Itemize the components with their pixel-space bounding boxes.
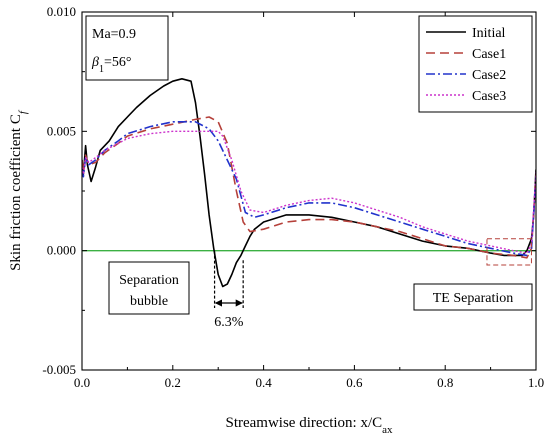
x-tick-label: 1.0: [528, 375, 544, 390]
y-tick-label: 0.010: [47, 4, 76, 19]
conditions-box: Ma=0.9 β1=56°: [85, 15, 169, 81]
mach-label: Ma=0.9: [92, 27, 136, 42]
series-layer: [82, 78, 536, 288]
y-axis-title-subscript: f: [17, 109, 29, 114]
te-separation-frame: [413, 283, 533, 311]
te-separation-label: TE Separation: [433, 291, 513, 306]
x-axis: 0.0 0.2 0.4 0.6 0.8 1.0: [74, 12, 544, 390]
annotation-layer: Ma=0.9 β1=56° Separation bubble 6.3% TE …: [85, 15, 533, 330]
legend: Initial Case1 Case2 Case3: [418, 15, 533, 113]
te-separation-note: TE Separation: [413, 238, 533, 311]
legend-label-case3: Case3: [472, 89, 506, 104]
legend-label-case1: Case1: [472, 47, 506, 62]
y-axis: -0.005 0.000 0.005 0.010: [42, 4, 536, 377]
angle-label: β1=56°: [91, 55, 131, 75]
y-tick-label: -0.005: [42, 362, 76, 377]
y-tick-label: 0.000: [47, 243, 76, 258]
legend-label-initial: Initial: [472, 26, 506, 41]
bubble-span-marker: 6.3%: [213, 250, 244, 330]
angle-symbol: β: [91, 55, 99, 70]
x-tick-label: 0.4: [255, 375, 272, 390]
x-tick-label: 0.0: [74, 375, 90, 390]
x-axis-title: Streamwise direction: x/Cax: [225, 415, 393, 436]
legend-items: Initial Case1 Case2 Case3: [426, 26, 506, 104]
bubble-span-label: 6.3%: [214, 315, 244, 330]
x-tick-label: 0.2: [165, 375, 181, 390]
separation-bubble-line1: Separation: [119, 273, 179, 288]
angle-subscript: 1: [99, 64, 104, 75]
x-tick-label: 0.6: [346, 375, 363, 390]
x-axis-title-text: Streamwise direction: x/C: [225, 415, 382, 431]
separation-bubble-frame: [108, 261, 190, 315]
series-line-case1: [82, 116, 536, 259]
legend-label-case2: Case2: [472, 68, 506, 83]
separation-bubble-note: Separation bubble: [108, 261, 190, 315]
y-axis-title: Skin friction coefficient Cf: [8, 109, 29, 271]
x-axis-title-subscript: ax: [382, 424, 393, 436]
y-tick-label: 0.005: [47, 123, 76, 138]
series-line-case3: [82, 130, 536, 254]
conditions-frame: [85, 15, 169, 81]
angle-value: =56°: [104, 55, 132, 70]
x-tick-label: 0.8: [437, 375, 453, 390]
te-separation-region: [486, 238, 532, 266]
separation-bubble-line2: bubble: [130, 294, 168, 309]
y-axis-title-text: Skin friction coefficient C: [8, 114, 24, 271]
